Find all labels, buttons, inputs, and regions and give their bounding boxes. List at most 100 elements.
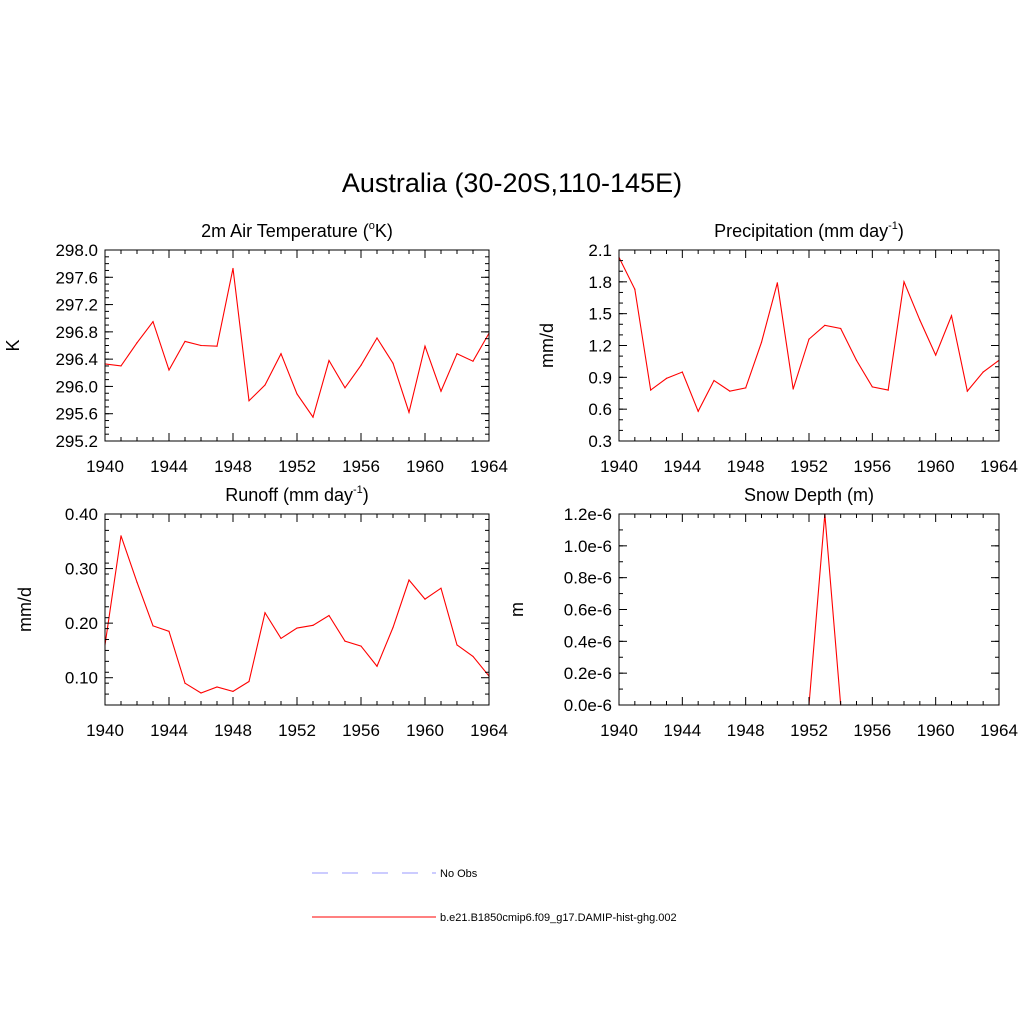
x-tick-label: 1952 bbox=[790, 721, 828, 740]
x-tick-label: 1964 bbox=[470, 721, 508, 740]
legend-label-1: No Obs bbox=[440, 868, 478, 880]
plot-frame bbox=[618, 513, 1000, 706]
data-point bbox=[855, 359, 858, 361]
panel-title: 2m Air Temperature (oK) bbox=[201, 220, 393, 241]
data-point bbox=[264, 384, 266, 386]
data-point bbox=[966, 390, 968, 392]
x-tick-label: 1952 bbox=[278, 721, 316, 740]
x-tick-label: 1948 bbox=[727, 457, 765, 476]
data-point bbox=[200, 344, 202, 347]
data-point bbox=[344, 640, 346, 642]
y-tick-label: 0.9 bbox=[588, 368, 612, 387]
x-tick-label: 1960 bbox=[917, 721, 955, 740]
y-tick-label: 297.6 bbox=[55, 268, 98, 287]
legend: No Obs b.e21.B1850cmip6.f09_g17.DAMIP-his… bbox=[312, 868, 677, 924]
data-point bbox=[792, 388, 794, 390]
data-point bbox=[840, 327, 842, 330]
series-line bbox=[104, 268, 490, 419]
data-point bbox=[168, 369, 170, 371]
y-tick-label: 0.10 bbox=[65, 669, 98, 688]
data-point bbox=[456, 644, 458, 646]
y-tick-label: 1.5 bbox=[588, 305, 612, 324]
data-point bbox=[681, 371, 683, 373]
y-tick-label: 1.0e-6 bbox=[564, 537, 612, 556]
y-tick-label: 0.20 bbox=[65, 614, 98, 633]
x-tick-label: 1960 bbox=[917, 457, 955, 476]
data-point bbox=[232, 267, 234, 270]
x-tick-label: 1960 bbox=[406, 457, 444, 476]
data-point bbox=[280, 353, 282, 355]
x-tick-label: 1940 bbox=[86, 457, 124, 476]
x-tick-label: 1956 bbox=[853, 721, 891, 740]
x-tick-label: 1956 bbox=[342, 457, 380, 476]
data-point bbox=[376, 665, 378, 667]
data-point bbox=[136, 342, 138, 344]
data-point bbox=[472, 655, 474, 658]
y-tick-label: 1.2e-6 bbox=[564, 505, 612, 524]
data-point bbox=[440, 390, 442, 392]
data-point bbox=[312, 624, 314, 626]
series-line bbox=[618, 257, 1000, 413]
series-line bbox=[619, 513, 999, 706]
y-tick-label: 0.8e-6 bbox=[564, 569, 612, 588]
data-point bbox=[184, 340, 186, 343]
x-tick-label: 1940 bbox=[600, 457, 638, 476]
y-tick-label: 1.8 bbox=[588, 273, 612, 292]
data-point bbox=[120, 535, 122, 537]
data-point bbox=[216, 345, 218, 347]
x-tick-label: 1964 bbox=[980, 721, 1018, 740]
data-point bbox=[871, 386, 873, 388]
data-point bbox=[887, 389, 889, 391]
panel-title: Precipitation (mm day-1) bbox=[714, 220, 904, 241]
data-point bbox=[440, 587, 442, 589]
y-tick-label: 1.2 bbox=[588, 337, 612, 356]
y-tick-label: 0.40 bbox=[65, 505, 98, 524]
y-tick-label: 296.4 bbox=[55, 350, 98, 369]
series-line bbox=[104, 535, 490, 694]
panel-title: Snow Depth (m) bbox=[744, 485, 874, 505]
y-tick-label: 0.4e-6 bbox=[564, 632, 612, 651]
data-point bbox=[168, 630, 170, 632]
chart-panel-2: 0.3 0.6 0.9 1.2 1.5 1.8 2.1 1940 1944 1948 1952 195… bbox=[537, 220, 1018, 476]
y-tick-label: 296.8 bbox=[55, 323, 98, 342]
x-tick-label: 1956 bbox=[342, 721, 380, 740]
y-tick-label: 0.0e-6 bbox=[564, 696, 612, 715]
data-point bbox=[634, 288, 636, 290]
x-tick-label: 1956 bbox=[853, 457, 891, 476]
chart-panel-1: 295.2 295.6 296.0 296.4 296.8 297.2 297.6 298.0… bbox=[3, 220, 508, 476]
x-tick-label: 1952 bbox=[278, 457, 316, 476]
panels-group: 295.2 295.6 296.0 296.4 296.8 297.2 297.6 298.0… bbox=[3, 220, 1018, 740]
plot-frame bbox=[104, 513, 490, 706]
x-tick-label: 1944 bbox=[150, 457, 188, 476]
data-point bbox=[935, 354, 937, 356]
y-tick-label: 297.2 bbox=[55, 296, 98, 315]
y-axis-label: K bbox=[3, 339, 23, 351]
plot-frame bbox=[618, 249, 1000, 442]
data-point bbox=[456, 353, 458, 355]
data-point bbox=[919, 319, 921, 321]
main-title: Australia (30-20S,110-145E) bbox=[341, 168, 683, 198]
data-point bbox=[824, 324, 826, 326]
data-point bbox=[745, 387, 747, 389]
panel-title: Runoff (mm day-1) bbox=[225, 484, 369, 505]
data-point bbox=[152, 321, 154, 323]
x-tick-label: 1948 bbox=[727, 721, 765, 740]
data-point bbox=[760, 341, 763, 343]
data-point bbox=[903, 281, 905, 283]
data-point bbox=[200, 692, 202, 694]
data-point bbox=[472, 360, 474, 362]
x-tick-label: 1944 bbox=[150, 721, 188, 740]
data-point bbox=[392, 362, 394, 364]
data-point bbox=[216, 686, 218, 688]
y-axis-label: mm/d bbox=[537, 323, 557, 368]
data-point bbox=[408, 411, 410, 413]
y-tick-label: 298.0 bbox=[55, 241, 98, 260]
data-point bbox=[665, 377, 668, 379]
data-point bbox=[344, 387, 346, 389]
data-point bbox=[232, 690, 234, 692]
data-point bbox=[184, 682, 186, 684]
y-axis-label: m bbox=[507, 602, 527, 617]
data-point bbox=[328, 359, 330, 362]
data-point bbox=[296, 393, 298, 395]
chart-panel-3: 0.10 0.20 0.30 0.40 1940 1944 1948 1952 1956 1960… bbox=[15, 484, 508, 740]
